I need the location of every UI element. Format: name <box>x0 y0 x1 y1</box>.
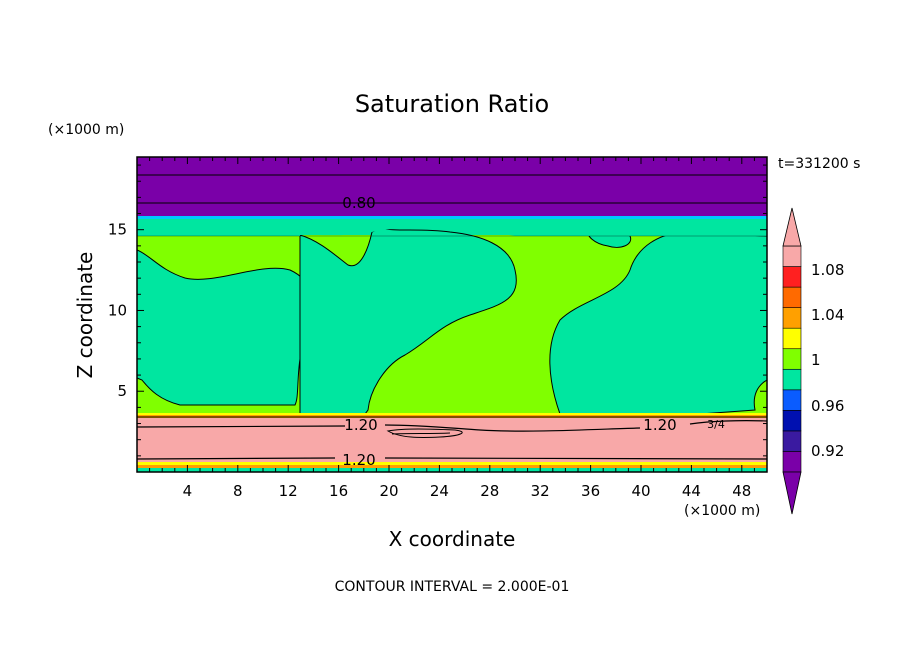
colorbar-top-arrow <box>782 207 802 247</box>
x-tick-label: 8 <box>233 482 243 500</box>
colorbar-bottom-arrow <box>782 471 802 515</box>
contour-line-120-a <box>137 420 767 432</box>
colorbar-swatch <box>782 266 802 288</box>
colorbar-swatch <box>782 286 802 308</box>
y-tick-label: 10 <box>108 301 127 319</box>
x-tick-label: 36 <box>581 482 600 500</box>
contour-label: 3/4 <box>707 418 725 431</box>
teal-cap-middle <box>300 219 767 236</box>
teal-region-middle <box>299 227 517 415</box>
y-axis-label: Z coordinate <box>73 252 97 379</box>
x-axis-ticks: 4 8 12 16 20 24 28 32 36 40 44 48 <box>149 157 755 500</box>
colorbar-label: 0.96 <box>811 397 844 415</box>
x-unit-label: (×1000 m) <box>684 503 760 519</box>
contour-label: 0.80 <box>342 194 375 212</box>
contour-interval-note: CONTOUR INTERVAL = 2.000E-01 <box>335 579 570 595</box>
colorbar-swatch <box>782 307 802 329</box>
colorbar-label: 1 <box>811 351 821 369</box>
y-tick-label: 15 <box>108 221 127 239</box>
y-tick-label: 5 <box>117 382 127 400</box>
contour-label: 1.20 <box>344 416 377 434</box>
colorbar-swatch <box>782 348 802 370</box>
contour-label: 1.20 <box>643 416 676 434</box>
colorbar-swatch <box>782 245 802 267</box>
teal-cap-left <box>137 219 300 236</box>
colorbar-swatch <box>782 368 802 391</box>
x-tick-label: 28 <box>480 482 499 500</box>
transition-band <box>137 216 767 220</box>
x-tick-label: 4 <box>183 482 193 500</box>
colorbar-swatch <box>782 327 802 350</box>
time-label: t=331200 s <box>778 156 860 172</box>
orange-band-lower <box>137 465 767 468</box>
y-axis-ticks: 5 10 15 <box>108 164 767 457</box>
colorbar-swatch <box>782 410 802 432</box>
x-tick-label: 32 <box>531 482 550 500</box>
x-tick-label: 16 <box>329 482 348 500</box>
dry-layer-region <box>137 157 767 217</box>
colorbar-label: 0.92 <box>811 442 844 460</box>
x-tick-label: 12 <box>279 482 298 500</box>
colorbar: 1.08 1.04 1 0.96 0.92 <box>782 207 844 515</box>
colorbar-swatch <box>782 430 802 452</box>
yellow-band-lower <box>137 462 767 465</box>
teal-region-right <box>549 231 767 415</box>
x-tick-label: 48 <box>732 482 751 500</box>
colorbar-label: 1.04 <box>811 306 844 324</box>
colorbar-swatch <box>782 451 802 473</box>
x-tick-label: 20 <box>379 482 398 500</box>
x-tick-label: 24 <box>430 482 449 500</box>
supersaturated-layer <box>137 418 767 462</box>
chart-title: Saturation Ratio <box>355 90 549 118</box>
colorbar-label: 1.08 <box>811 261 844 279</box>
y-unit-label: (×1000 m) <box>48 122 124 138</box>
plot-area: 0.80 1.20 1.20 1.20 3/4 <box>136 156 768 473</box>
yellow-band-upper <box>137 413 767 416</box>
contour-label: 1.20 <box>342 451 375 469</box>
colorbar-swatch <box>782 389 802 411</box>
x-tick-label: 44 <box>682 482 701 500</box>
contour-squiggle <box>386 428 463 438</box>
x-tick-label: 40 <box>631 482 650 500</box>
contour-line-120-b <box>137 457 767 460</box>
x-axis-label: X coordinate <box>389 527 516 551</box>
